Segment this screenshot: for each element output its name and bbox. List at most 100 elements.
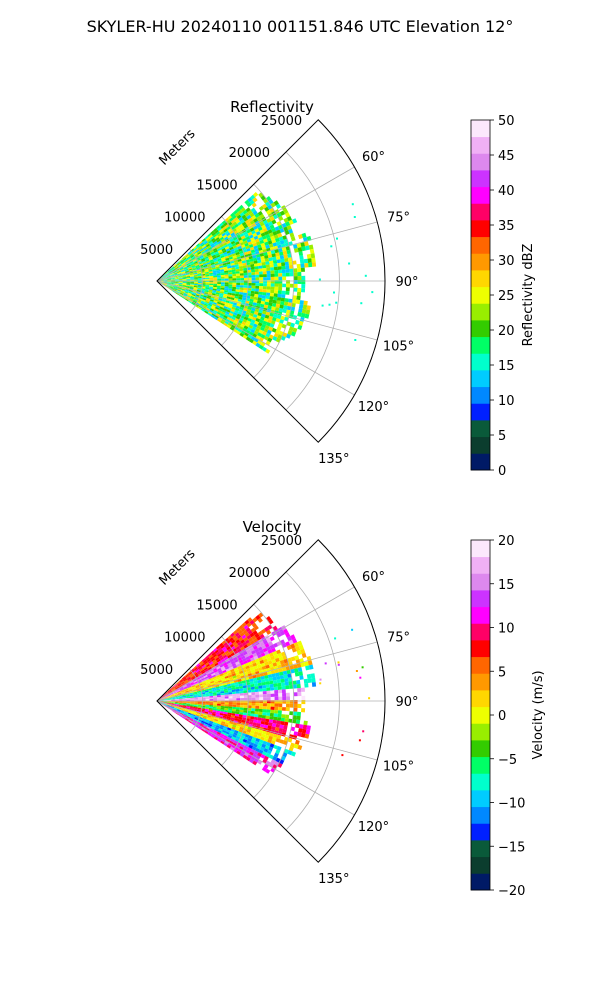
- colorbar-tick-label: −15: [498, 840, 525, 855]
- data-cell: [221, 729, 227, 734]
- data-cell: [255, 755, 261, 760]
- data-cell: [240, 695, 244, 699]
- data-cell: [172, 268, 176, 272]
- data-cell: [207, 246, 212, 251]
- data-cell: [251, 650, 256, 655]
- data-cell: [243, 290, 248, 293]
- colorbar-tick-label: 0: [498, 464, 506, 479]
- data-cell: [184, 711, 189, 714]
- data-cell: [202, 263, 207, 266]
- data-cell: [229, 320, 234, 325]
- data-cell: [268, 315, 273, 321]
- data-cell: [171, 702, 175, 703]
- data-cell: [235, 671, 240, 676]
- data-cell: [223, 266, 228, 270]
- data-cell: [162, 274, 166, 278]
- data-cell: [175, 281, 179, 283]
- data-cell: [224, 284, 229, 287]
- data-cell: [258, 685, 263, 689]
- data-cell: [167, 702, 171, 704]
- data-cell: [209, 719, 214, 722]
- data-cell: [272, 336, 278, 341]
- data-cell: [159, 278, 164, 280]
- data-cell: [185, 261, 189, 264]
- data-cell: [290, 322, 295, 328]
- data-cell: [265, 311, 271, 316]
- velocity-radial-label: Meters: [157, 546, 199, 588]
- data-cell: [177, 682, 181, 686]
- data-cell: [170, 706, 174, 708]
- data-cell: [253, 665, 258, 670]
- data-cell: [169, 692, 174, 695]
- data-cell: [233, 320, 239, 325]
- data-cell: [238, 261, 243, 265]
- data-cell: [278, 273, 283, 277]
- data-cell: [246, 684, 251, 688]
- data-cell: [260, 628, 266, 634]
- data-cell: [243, 695, 248, 698]
- data-cell: [181, 270, 185, 273]
- data-cell: [298, 728, 303, 733]
- data-cell: [214, 298, 219, 302]
- data-cell: [227, 672, 232, 676]
- data-cell: [162, 283, 167, 286]
- data-cell: [266, 270, 271, 275]
- data-cell: [226, 683, 231, 687]
- data-cell: [224, 276, 229, 279]
- data-cell: [239, 212, 245, 217]
- data-cell: [261, 313, 266, 318]
- data-cell: [190, 281, 195, 283]
- radial-tick-label: 20000: [229, 566, 270, 581]
- data-cell: [218, 316, 223, 321]
- data-cell: [169, 273, 174, 276]
- data-cell: [248, 721, 254, 725]
- data-cell: [195, 264, 200, 268]
- data-cell: [176, 270, 181, 273]
- data-cell: [246, 658, 252, 663]
- data-cell: [234, 298, 239, 302]
- data-cell: [208, 709, 213, 712]
- data-cell: [270, 740, 276, 745]
- data-cell: [229, 230, 234, 235]
- data-cell: [207, 674, 212, 678]
- colorbar-tick-label: 15: [498, 578, 515, 593]
- data-cell: [251, 239, 256, 244]
- data-cell: [284, 261, 289, 266]
- data-cell: [204, 242, 210, 246]
- colorbar-segment: [471, 590, 490, 608]
- data-cell: [262, 227, 268, 233]
- data-cell: [170, 693, 174, 696]
- data-cell: [170, 285, 175, 287]
- data-cell: [195, 293, 200, 296]
- data-cell: [181, 261, 185, 265]
- data-cell: [193, 284, 198, 287]
- colorbar-tick-label: 5: [498, 665, 506, 680]
- data-cell: [216, 710, 221, 713]
- data-cell: [236, 303, 241, 307]
- data-speck: [341, 754, 344, 757]
- data-cell: [211, 672, 216, 677]
- colorbar-segment: [471, 203, 490, 221]
- data-cell: [189, 298, 194, 302]
- data-cell: [257, 646, 263, 652]
- data-cell: [226, 232, 231, 237]
- data-speck: [321, 304, 324, 307]
- colorbar-tick-label: 40: [498, 184, 515, 199]
- data-cell: [245, 245, 250, 250]
- data-cell: [293, 244, 298, 249]
- data-cell: [251, 659, 256, 664]
- data-cell: [203, 294, 208, 297]
- data-cell: [226, 744, 232, 749]
- data-cell: [174, 283, 179, 286]
- data-cell: [200, 721, 205, 725]
- data-cell: [208, 691, 213, 694]
- data-cell: [194, 699, 198, 701]
- data-cell: [247, 754, 253, 759]
- data-cell: [175, 267, 180, 270]
- data-cell: [263, 335, 269, 341]
- data-cell: [227, 292, 232, 296]
- data-cell: [181, 287, 186, 290]
- data-cell: [262, 271, 267, 275]
- data-cell: [239, 273, 244, 276]
